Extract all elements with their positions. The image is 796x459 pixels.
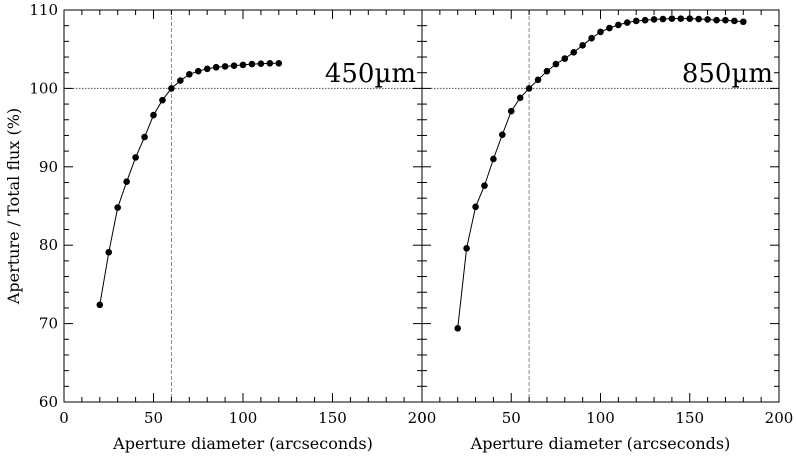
data-point: [668, 15, 676, 22]
data-point: [740, 18, 747, 26]
data-point: [597, 28, 604, 36]
data-point: [516, 94, 524, 102]
data-point: [731, 17, 738, 25]
data-point: [472, 203, 479, 211]
data-point: [650, 16, 658, 23]
data-point: [534, 76, 542, 84]
data-point: [507, 107, 515, 115]
data-point: [632, 17, 640, 25]
data-point: [552, 60, 560, 68]
x-tick-label: 150: [318, 409, 347, 427]
data-point: [481, 182, 488, 189]
panel-label: 450µm: [325, 59, 416, 89]
data-point: [463, 245, 470, 252]
data-point: [722, 16, 729, 24]
x-axis-title: Aperture diameter (arcseconds): [112, 434, 373, 453]
data-point: [543, 67, 551, 75]
data-point: [695, 15, 702, 23]
data-point: [561, 55, 569, 62]
data-point: [239, 61, 247, 69]
y-tick-label: 60: [39, 393, 58, 411]
data-point: [212, 63, 220, 71]
data-point: [454, 325, 462, 332]
data-point: [230, 62, 238, 69]
x-tick-label: 50: [502, 409, 521, 427]
y-tick-label: 80: [39, 236, 58, 254]
data-point: [221, 63, 229, 70]
x-tick-label: 200: [408, 409, 437, 427]
data-point: [266, 60, 274, 67]
data-point: [525, 85, 533, 92]
data-point: [704, 16, 711, 23]
data-point: [713, 16, 720, 24]
data-point: [194, 67, 202, 75]
data-point: [686, 15, 694, 22]
data-point: [159, 96, 166, 104]
data-point: [615, 21, 622, 29]
y-tick-label: 100: [29, 79, 58, 97]
x-tick-label: 200: [765, 409, 794, 427]
panel-1: 0 50 100 150 200 60 70 80 90 100 110 Aperture diame…: [29, 1, 436, 453]
data-point: [141, 133, 148, 141]
data-point: [588, 34, 595, 42]
data-point: [677, 15, 685, 22]
data-point: [570, 49, 578, 56]
data-point: [123, 178, 130, 185]
data-point: [490, 155, 497, 163]
data-point: [579, 41, 586, 49]
y-tick-label: 90: [39, 158, 58, 176]
panel-label: 850µm: [682, 59, 773, 89]
y-tick-label: 110: [29, 1, 58, 19]
y-axis-title: Aperture / Total flux (%): [4, 108, 23, 305]
data-point: [114, 204, 121, 211]
data-point: [150, 111, 157, 119]
x-axis-title: Aperture diameter (arcseconds): [470, 434, 731, 453]
data-point: [203, 65, 211, 73]
plot-frame: [421, 9, 780, 403]
panel-2: 0 50 100 150 200 Aperture diameter (arcsecond…: [417, 9, 794, 453]
data-point: [623, 19, 631, 26]
data-point: [177, 77, 184, 84]
data-point: [186, 70, 193, 78]
data-point: [168, 85, 175, 92]
y-tick-label: 70: [39, 315, 58, 333]
data-point: [248, 60, 256, 68]
x-tick-label: 100: [229, 409, 258, 427]
data-point: [105, 248, 113, 256]
data-point: [659, 15, 667, 23]
data-point: [641, 16, 649, 24]
data-point: [275, 60, 283, 67]
data-point: [132, 154, 139, 161]
x-tick-label: 50: [144, 409, 163, 427]
x-tick-label: 0: [59, 409, 69, 427]
x-tick-label: 100: [586, 409, 615, 427]
data-point: [499, 131, 506, 138]
data-point: [257, 60, 265, 68]
x-tick-label: 0: [417, 409, 427, 427]
data-point: [96, 301, 104, 309]
x-tick-label: 150: [675, 409, 704, 427]
data-point: [606, 24, 613, 32]
